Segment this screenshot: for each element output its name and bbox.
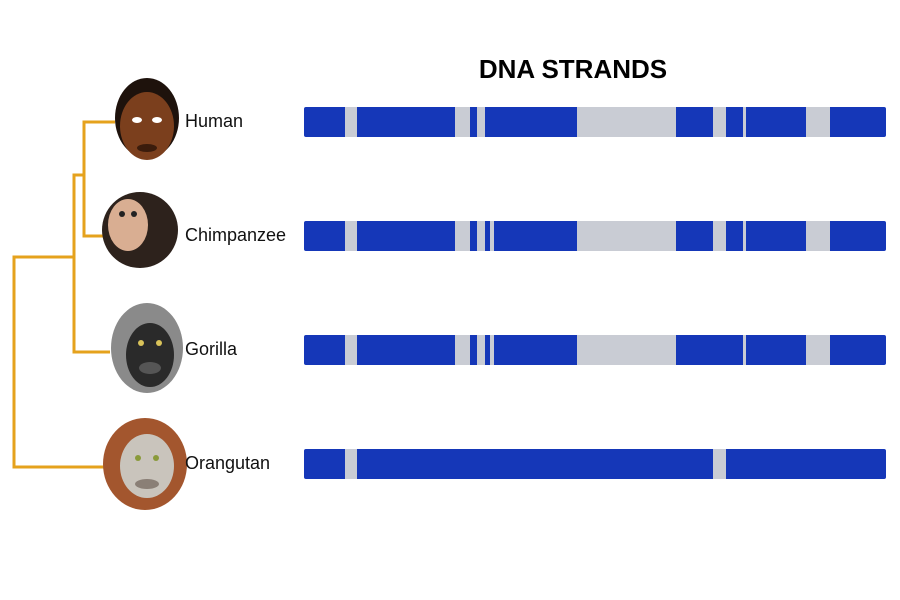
dna-strand bbox=[304, 107, 886, 137]
species-label: Gorilla bbox=[185, 339, 238, 359]
species-label: Human bbox=[185, 111, 243, 131]
chimpanzee-face bbox=[102, 192, 178, 268]
species-label: Chimpanzee bbox=[185, 225, 286, 245]
human-face bbox=[115, 78, 179, 160]
title: DNA STRANDS bbox=[479, 54, 667, 84]
dna-strand bbox=[304, 335, 886, 365]
species-label: Orangutan bbox=[185, 453, 270, 473]
gorilla-face bbox=[111, 303, 183, 393]
phylogenetic-tree bbox=[12, 120, 115, 469]
dna-strand bbox=[304, 221, 886, 251]
orangutan-face bbox=[103, 418, 187, 510]
dna-strand bbox=[304, 449, 886, 479]
